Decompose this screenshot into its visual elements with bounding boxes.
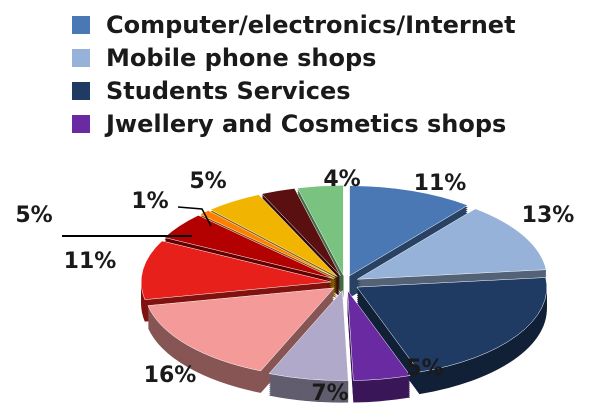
data-label: 5% (406, 356, 443, 381)
data-label: 5% (15, 203, 52, 228)
pie-slice (268, 289, 349, 381)
data-label: 11% (414, 171, 467, 196)
data-label: 7% (311, 381, 348, 406)
legend-entry: Mobile phone shops (106, 44, 376, 72)
leader-line-1pct (177, 206, 212, 227)
data-label: 16% (144, 363, 197, 388)
pie-slice (140, 240, 332, 300)
legend-swatch (72, 16, 90, 34)
legend-swatch (72, 115, 90, 133)
pie-slice (147, 287, 335, 372)
data-label: 11% (64, 249, 117, 274)
legend: Computer/electronics/Internet Mobile phon… (72, 11, 516, 138)
pie-slice (209, 194, 338, 277)
legend-swatch (72, 49, 90, 67)
pie-slice (261, 188, 341, 276)
legend-entry: Students Services (106, 77, 351, 105)
data-label: 1% (131, 189, 168, 214)
pie-slice (349, 185, 469, 277)
data-labels: 11% 13% 5% 7% 16% 11% 5% 1% 5% 4% (15, 167, 574, 406)
legend-entry: Computer/electronics/Internet (106, 11, 516, 39)
legend-entry: Jwellery and Cosmetics shops (104, 110, 506, 138)
data-label: 5% (189, 169, 226, 194)
pie-slice (347, 289, 411, 381)
pie-slice (356, 277, 548, 373)
pie-slices (140, 185, 548, 403)
legend-swatch (72, 82, 90, 100)
pie-slice (357, 208, 547, 280)
pie-slice (297, 185, 344, 276)
pie-slice (163, 215, 334, 279)
data-label: 4% (323, 167, 360, 192)
data-label: 13% (522, 203, 575, 228)
